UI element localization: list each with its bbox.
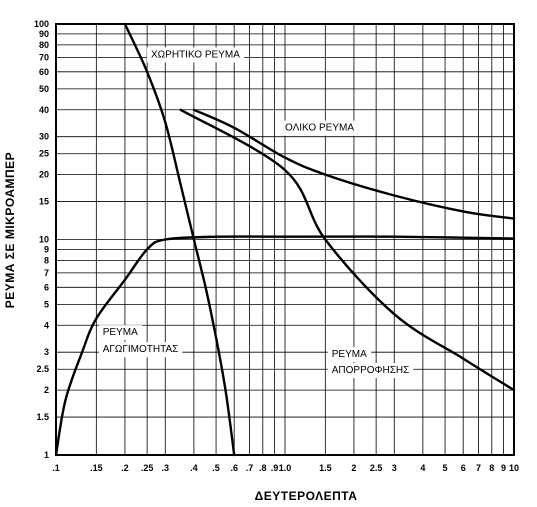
x-tick-label: .7 xyxy=(246,463,254,473)
y-tick-label: 40 xyxy=(39,105,49,115)
y-tick-label: 80 xyxy=(39,40,49,50)
annotation-conduction_2: ΑΓΩΓΙΜΟΤΗΤΑΣ xyxy=(103,344,179,355)
annotation-total: ΟΛΙΚΟ ΡΕΥΜΑ xyxy=(285,123,354,134)
y-tick-label: 100 xyxy=(34,19,49,29)
y-tick-label: 2 xyxy=(44,385,49,395)
series-line-capacitive xyxy=(123,22,236,457)
annotation-bg xyxy=(281,120,359,136)
y-tick-label: 1 xyxy=(44,450,49,460)
y-tick-label: 60 xyxy=(39,67,49,77)
annotation-absorption_2: ΑΠΟΡΡΟΦΗΣΗΣ xyxy=(332,365,410,376)
x-axis-title: ΔΕΥΤΕΡΟΛΕΠΤΑ xyxy=(255,489,358,503)
y-tick-label: 20 xyxy=(39,170,49,180)
annotations: ΧΩΡΗΤΙΚΟ ΡΕΥΜΑ ΟΛΙΚΟ ΡΕΥΜΑ ΡΕΥΜΑ ΑΓΩΓΙΜΟΤΗΤ… xyxy=(98,47,414,379)
y-tick-label: 90 xyxy=(39,29,49,39)
annotation-bg xyxy=(98,325,143,341)
series-line-total xyxy=(192,108,516,220)
y-tick-label: 7 xyxy=(44,268,49,278)
annotation-bg xyxy=(98,342,183,358)
annotation-absorption_1: ΡΕΥΜΑ xyxy=(332,349,367,360)
y-tick-label: 4 xyxy=(44,320,49,330)
y-tick-label: 2.5 xyxy=(36,364,49,374)
annotation-conduction_1: ΡΕΥΜΑ xyxy=(103,327,138,338)
y-axis-title: ΡΕΥΜΑ ΣΕ ΜΙΚΡΟΑΜΠΕΡ xyxy=(3,152,17,308)
annotation-bg xyxy=(147,47,245,63)
x-tick-label: .2 xyxy=(121,463,129,473)
x-tick-label: .3 xyxy=(162,463,170,473)
x-tick-label: 7 xyxy=(476,463,481,473)
x-tick-label: 2.5 xyxy=(370,463,383,473)
annotation-capacitive: ΧΩΡΗΤΙΚΟ ΡΕΥΜΑ xyxy=(151,49,240,60)
x-tick-label: .25 xyxy=(141,463,154,473)
y-tick-label: 6 xyxy=(44,282,49,292)
y-tick-label: 1.5 xyxy=(36,412,49,422)
series-line-conduction xyxy=(54,235,516,457)
y-tick-label: 70 xyxy=(39,52,49,62)
x-tick-label: 1.5 xyxy=(319,463,332,473)
x-tick-label: 4 xyxy=(420,463,425,473)
annotation-bg xyxy=(327,346,372,362)
y-tick-label: 25 xyxy=(39,149,49,159)
x-tick-label: 2 xyxy=(351,463,356,473)
y-tick-label: 15 xyxy=(39,197,49,207)
x-tick-label: 3 xyxy=(392,463,397,473)
x-tick-label: .4 xyxy=(190,463,198,473)
series-line-absorption xyxy=(179,108,516,392)
x-tick-label: .5 xyxy=(212,463,220,473)
grid-layer xyxy=(55,23,515,456)
x-tick-label: 10 xyxy=(509,463,519,473)
x-tick-label: .1 xyxy=(52,463,60,473)
x-tick-label: 6 xyxy=(461,463,466,473)
y-tick-label: 3 xyxy=(44,347,49,357)
x-tick-label: 1.0 xyxy=(279,463,292,473)
x-tick-label: 9 xyxy=(501,463,506,473)
y-tick-label: 50 xyxy=(39,84,49,94)
y-tick-label: 9 xyxy=(44,244,49,254)
x-tick-label: 5 xyxy=(443,463,448,473)
x-tick-label: .9 xyxy=(271,463,279,473)
series-layer xyxy=(54,22,516,457)
x-tick-label: 8 xyxy=(489,463,494,473)
y-tick-label: 10 xyxy=(39,235,49,245)
y-tick-label: 5 xyxy=(44,299,49,309)
annotation-bg xyxy=(327,363,414,379)
x-tick-label: .6 xyxy=(230,463,238,473)
x-tick-label: .15 xyxy=(90,463,103,473)
y-tick-label: 8 xyxy=(44,255,49,265)
tick-labels: .1.15.2.25.3.4.5.6.7.8.9 1.0 1.5 2 2.5 3 4 5 6 7 8… xyxy=(34,19,519,473)
x-tick-label: .8 xyxy=(259,463,267,473)
y-tick-label: 30 xyxy=(39,132,49,142)
